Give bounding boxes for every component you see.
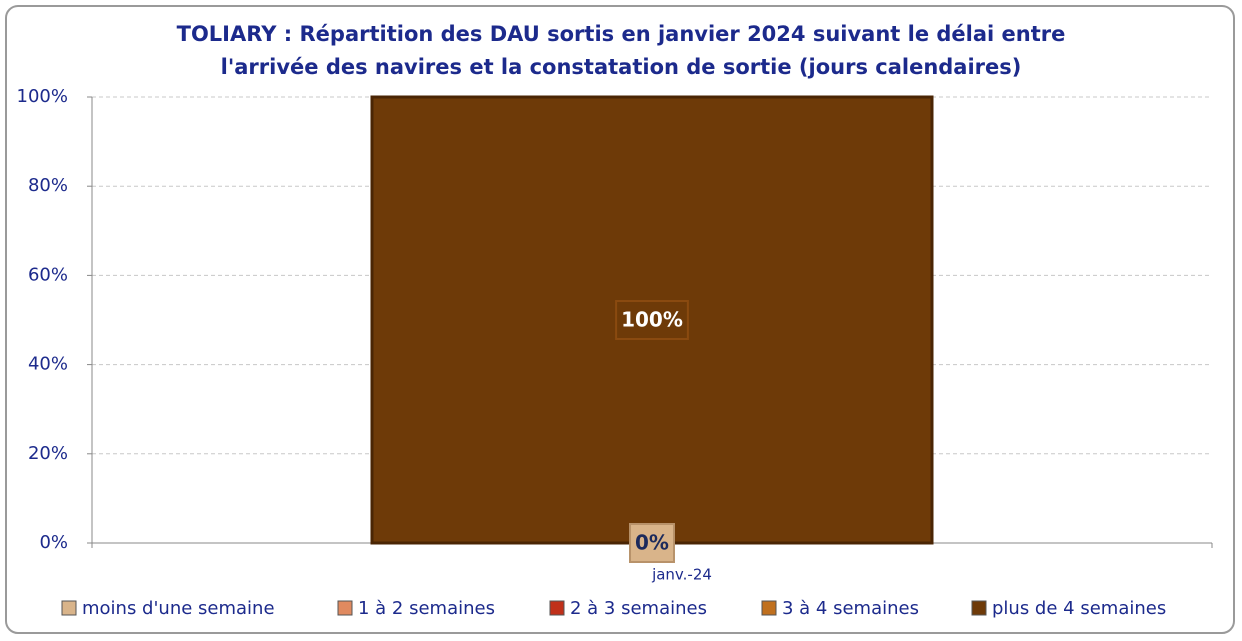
data-label: 100% bbox=[621, 308, 683, 332]
legend-label: moins d'une semaine bbox=[82, 598, 275, 619]
y-tick-label: 60% bbox=[28, 264, 68, 285]
x-tick-label: janv.-24 bbox=[651, 566, 712, 584]
data-label-box bbox=[615, 300, 689, 340]
data-label: 0% bbox=[635, 531, 669, 555]
legend-label: 2 à 3 semaines bbox=[570, 598, 707, 619]
y-tick-label: 80% bbox=[28, 175, 68, 196]
y-tick-label: 100% bbox=[17, 86, 68, 107]
legend-label: plus de 4 semaines bbox=[992, 598, 1166, 619]
legend-label: 1 à 2 semaines bbox=[358, 598, 495, 619]
legend-label: 3 à 4 semaines bbox=[782, 598, 919, 619]
legend-swatch bbox=[549, 600, 565, 616]
legend-swatch bbox=[761, 600, 777, 616]
legend-swatch bbox=[61, 600, 77, 616]
legend-swatch bbox=[337, 600, 353, 616]
y-tick-label: 40% bbox=[28, 354, 68, 375]
chart-title: TOLIARY : Répartition des DAU sortis en … bbox=[177, 22, 1066, 46]
chart-title: l'arrivée des navires et la constatation… bbox=[221, 55, 1022, 79]
y-tick-label: 20% bbox=[28, 443, 68, 464]
legend-swatch bbox=[971, 600, 987, 616]
y-tick-label: 0% bbox=[39, 532, 68, 553]
data-label-box bbox=[629, 523, 675, 563]
